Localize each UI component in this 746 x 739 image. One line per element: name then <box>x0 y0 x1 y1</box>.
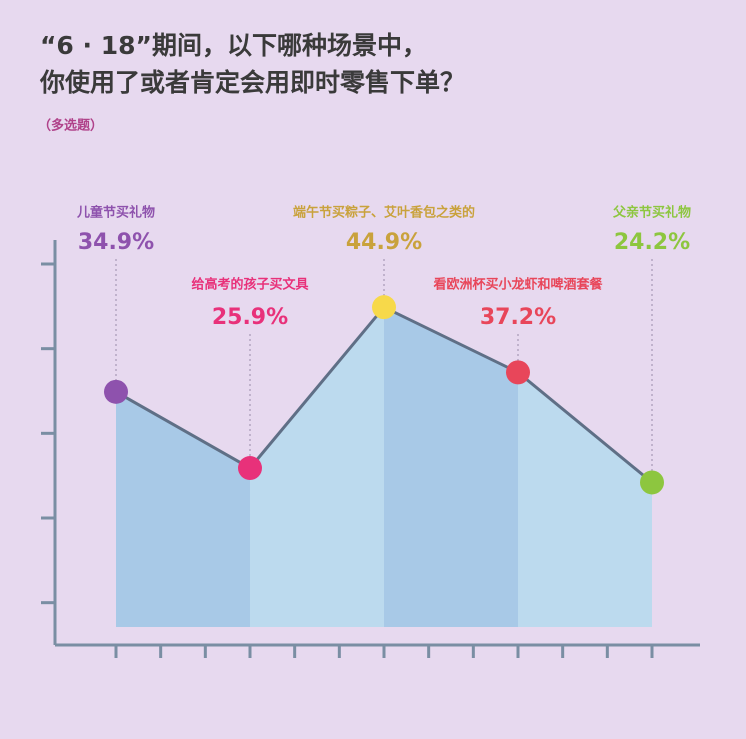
area-band <box>518 372 652 627</box>
title: 你使用了或者肯定会用即时零售下单？ <box>39 68 465 97</box>
category-label: 端午节买粽子、艾叶香包之类的 <box>293 205 475 221</box>
title: “6 · 18”期间，以下哪种场景中， <box>40 31 427 60</box>
value-label: 34.9% <box>78 230 154 255</box>
area-band <box>250 307 384 627</box>
area-band <box>384 307 518 627</box>
category-label: 儿童节买礼物 <box>76 205 155 221</box>
value-label: 37.2% <box>480 305 556 330</box>
point <box>238 456 262 481</box>
point <box>104 379 128 404</box>
subtitle: （多选题） <box>38 118 103 134</box>
value-label: 24.2% <box>614 230 690 255</box>
point <box>372 295 396 320</box>
category-label: 父亲节买礼物 <box>612 205 691 221</box>
category-label: 给高考的孩子买文具 <box>191 277 308 293</box>
value-label: 25.9% <box>212 305 288 330</box>
value-label: 44.9% <box>346 230 422 255</box>
point <box>506 360 530 385</box>
category-label: 看欧洲杯买小龙虾和啤酒套餐 <box>433 277 603 293</box>
point <box>640 470 664 495</box>
